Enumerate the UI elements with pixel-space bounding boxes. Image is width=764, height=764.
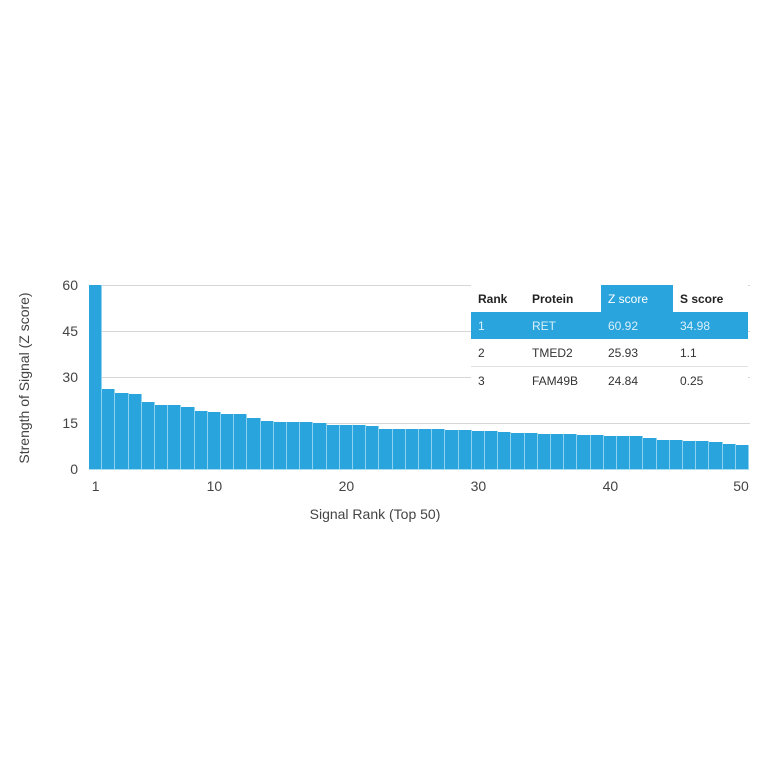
gridline [89,423,750,424]
bar [405,429,419,469]
bar [366,426,380,469]
x-axis-label: Signal Rank (Top 50) [309,506,441,522]
x-tick-label: 10 [206,478,223,494]
bar [432,429,446,469]
gridline [89,331,750,332]
bar [643,438,657,469]
x-tick-label: 40 [602,478,619,494]
bar [564,434,578,469]
x-tick-label: 1 [91,478,100,494]
bar [141,401,155,469]
bar [234,414,248,469]
bar [696,441,710,469]
bar [419,429,433,469]
bar [339,425,353,469]
table-row: 3 FAM49B 24.84 0.25 [471,367,748,395]
bar [181,407,195,469]
y-tick-label: 15 [62,415,78,431]
bar [247,418,261,469]
bar [287,422,301,469]
bar [669,440,683,469]
cell-protein: TMED2 [525,339,601,367]
bar [537,433,551,469]
bar [551,434,565,469]
bar [194,410,208,469]
x-tick-label: 50 [733,478,749,494]
y-axis-label: Strength of Signal (Z score) [16,292,32,464]
bar [89,285,103,469]
header-s-score: S score [680,291,724,306]
header-protein: Protein [532,291,574,306]
bar [445,429,459,469]
cell-rank: 1 [471,312,525,339]
bar [485,430,499,469]
cell-protein: FAM49B [532,373,579,388]
bar [498,431,512,469]
bar [353,425,367,469]
cell-z-score: 60.92 [601,312,673,339]
y-tick-label: 0 [70,461,78,477]
cell-z-score: 24.84 [608,373,639,388]
bar [128,393,142,469]
table-row: 1 RET 60.92 34.98 [471,312,748,339]
bar [273,421,287,469]
bar [207,412,221,469]
bar [603,435,617,469]
bar [590,435,604,469]
bar [511,432,525,469]
cell-z-score: 25.93 [601,339,673,367]
bar [709,441,723,469]
top-proteins-table: Rank Protein Z score S score 1 RET 60.92… [471,285,748,394]
bar [102,389,116,469]
x-tick-label: 20 [338,478,355,494]
y-tick-label: 45 [62,323,78,339]
cell-protein: RET [525,312,601,339]
bar [683,440,697,469]
bar [392,428,406,469]
bar [471,430,485,469]
header-z-score: Z score [601,285,673,312]
y-tick-label: 60 [62,277,78,293]
cell-s-score: 34.98 [673,312,748,339]
cell-rank: 2 [471,339,525,367]
bar [313,423,327,469]
gridline [89,377,750,378]
x-tick-label: 30 [470,478,487,494]
bar [326,424,340,469]
bar [458,430,472,469]
bar [221,413,235,469]
bar [379,428,393,469]
bar [524,433,538,469]
header-rank: Rank [478,291,508,306]
x-axis-line [89,469,749,470]
cell-s-score: 1.1 [673,339,748,367]
bar [735,445,749,469]
bar [115,392,129,469]
cell-s-score: 0.25 [680,373,704,388]
bar [630,436,644,469]
bar [155,404,169,469]
bar [722,444,736,469]
table-row: 2 TMED2 25.93 1.1 [471,339,748,367]
gridline [89,285,750,286]
cell-rank: 3 [478,373,485,388]
bar [617,435,631,469]
bar [168,405,182,469]
bar [577,434,591,469]
bar [260,421,274,469]
bar [300,422,314,469]
y-tick-label: 30 [62,369,78,385]
bar [656,439,670,469]
